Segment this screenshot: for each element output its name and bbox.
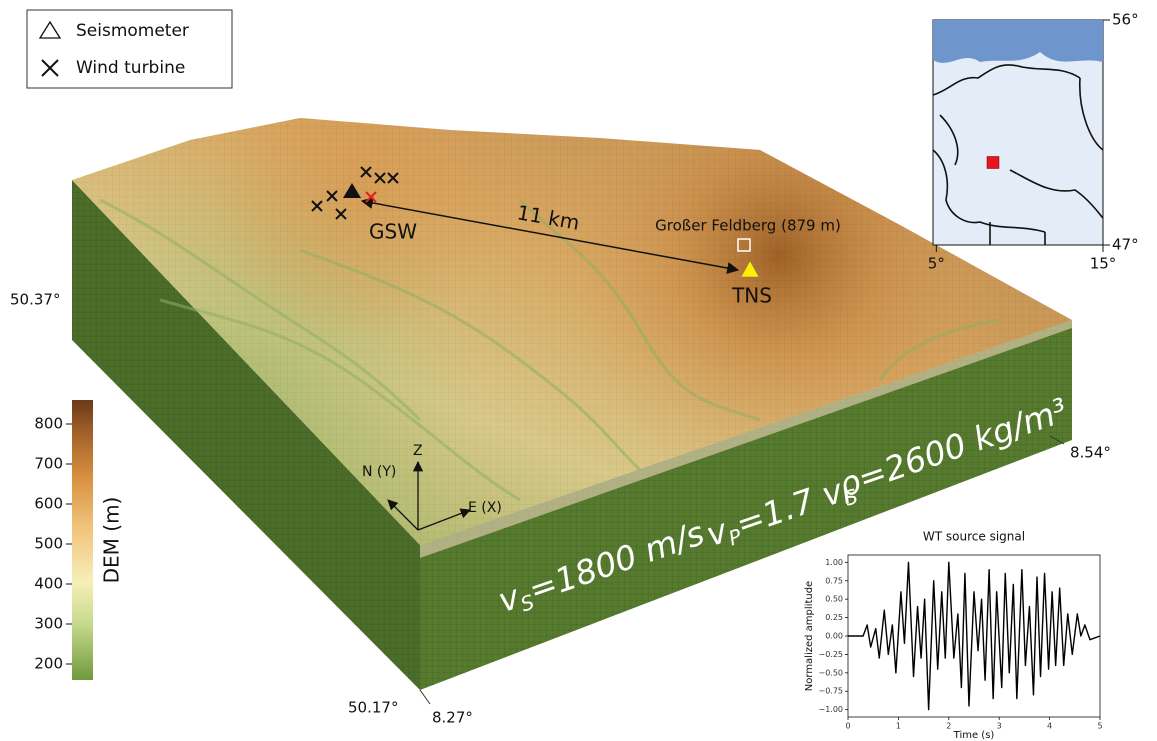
corner-label: 8.54° [1070,444,1111,462]
y-tick-label: 0.75 [825,576,843,585]
tns-label: TNS [731,284,772,308]
sea [933,20,1103,63]
colorbar-tick-label: 400 [34,575,63,593]
colorbar-tick-label: 800 [34,415,63,433]
corner-tick [420,690,430,704]
x-axis-label: Time (s) [953,730,995,741]
x-tick-label: 2 [946,722,951,731]
colorbar-tick-label: 300 [34,615,63,633]
y-tick-label: 0.25 [825,613,843,622]
x-tick-label: 3 [997,722,1002,731]
map-tick-label: 15° [1090,255,1117,273]
x-tick-label: 1 [896,722,901,731]
y-tick-label: 1.00 [825,558,843,567]
colorbar-tick-label: 200 [34,655,63,673]
colorbar-ramp [72,400,93,680]
y-tick-label: −0.50 [818,668,843,677]
x-tick-label: 4 [1047,722,1052,731]
inset-map: 56° 47° 5° 15° [928,11,1139,273]
gsw-label: GSW [369,220,417,244]
y-axis-label: Normalized amplitude [804,581,815,691]
x-tick-label: 5 [1097,722,1102,731]
site-marker [987,157,999,169]
map-tick-label: 5° [928,255,945,273]
figure: GSW TNS 11 km Großer Feldberg (879 m) 50… [0,0,1157,741]
x-tick-label: 0 [845,722,850,731]
axis-label: E (X) [468,500,502,516]
corner-label: 8.27° [432,709,473,727]
colorbar-tick-label: 600 [34,495,63,513]
y-tick-label: 0.00 [825,632,843,641]
axis-label: Z [413,443,423,459]
colorbar: DEM (m) 200 300 400 500 600 700 800 [34,400,123,680]
corner-label: 50.37° [10,291,60,309]
y-tick-label: −0.75 [818,687,843,696]
y-tick-label: 0.50 [825,595,843,604]
y-tick-label: −1.00 [818,705,843,714]
axis-label: N (Y) [362,464,396,480]
legend-item: Wind turbine [76,58,185,78]
legend-item: Seismometer [76,21,189,41]
peak-label: Großer Feldberg (879 m) [655,217,841,235]
y-tick-label: −0.25 [818,650,843,659]
corner-label: 50.17° [348,699,398,717]
map-tick-label: 47° [1112,236,1139,254]
colorbar-label: DEM (m) [100,497,124,584]
plot-title: WT source signal [923,530,1025,544]
colorbar-tick-label: 500 [34,535,63,553]
map-tick-label: 56° [1112,11,1139,29]
colorbar-tick-label: 700 [34,455,63,473]
signal-inset: WT source signal Time (s) Normalized amp… [804,530,1103,741]
